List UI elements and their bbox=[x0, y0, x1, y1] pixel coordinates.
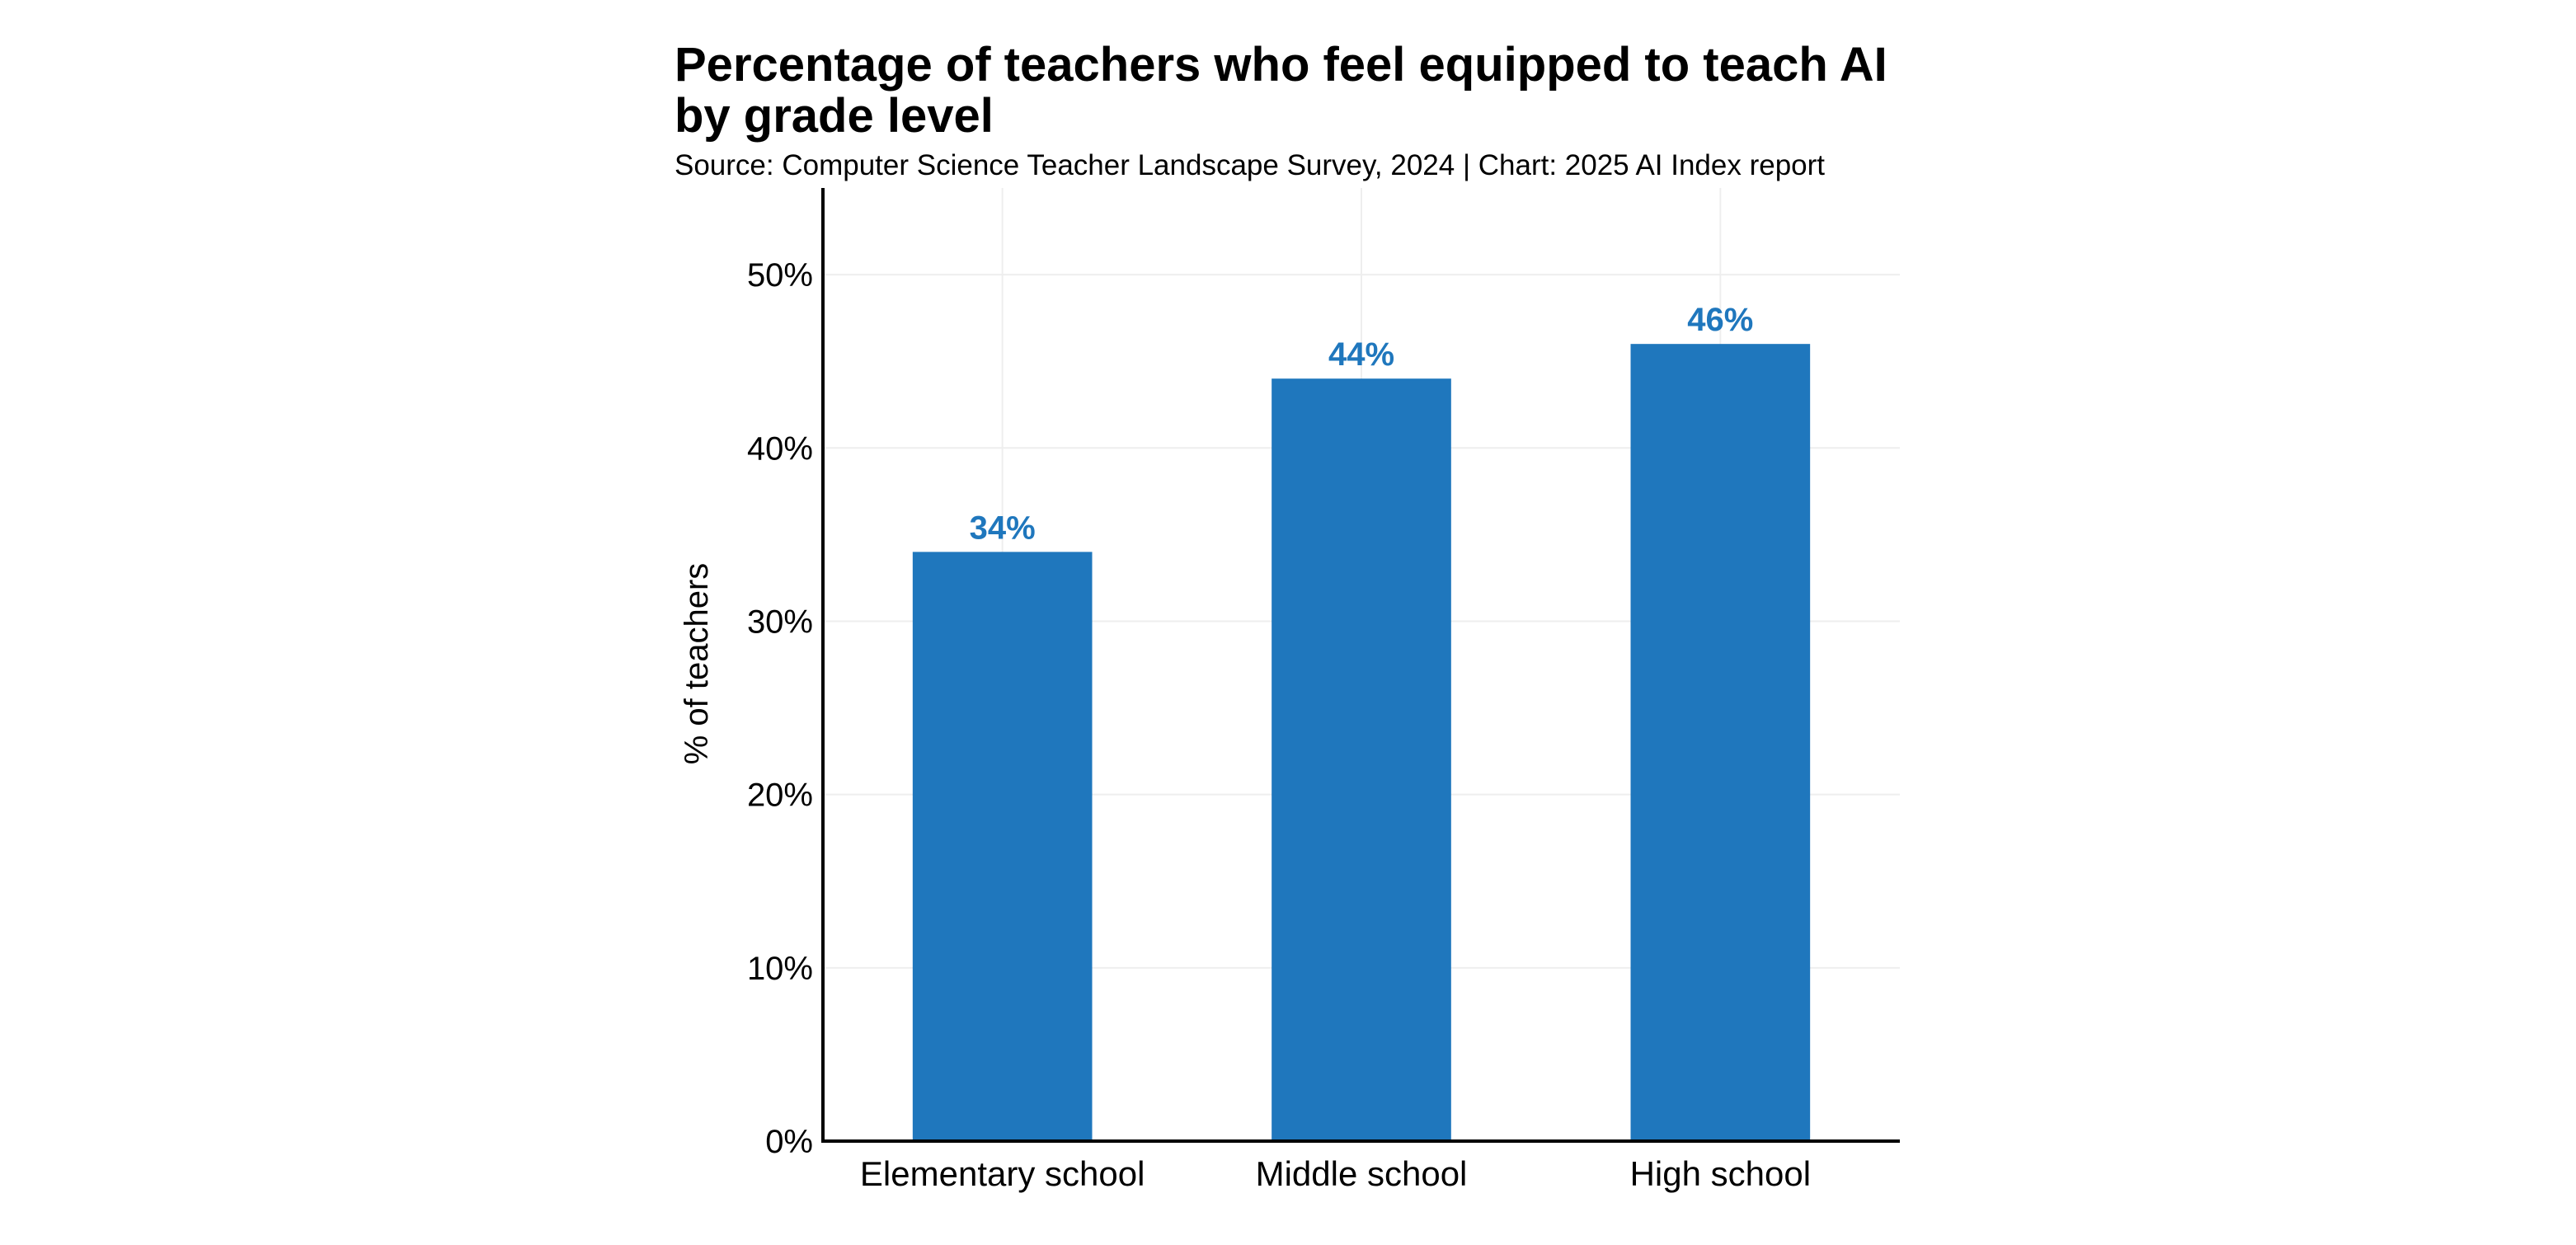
chart-title-line1: Percentage of teachers who feel equipped… bbox=[675, 38, 1887, 92]
x-tick-label: Middle school bbox=[1256, 1154, 1468, 1193]
bar-middle-school bbox=[1272, 378, 1451, 1141]
data-label: 34% bbox=[970, 510, 1036, 546]
bar-high-school bbox=[1630, 344, 1811, 1141]
chart-title-line2: by grade level bbox=[675, 89, 994, 143]
y-tick-label: 30% bbox=[747, 604, 813, 640]
labels: 0% 10% 20% 30% 40% 50% 34% Elementary school 44%… bbox=[747, 257, 1811, 1193]
y-tick-label: 0% bbox=[765, 1124, 813, 1160]
y-tick-label: 20% bbox=[747, 778, 813, 814]
data-label: 44% bbox=[1328, 336, 1394, 373]
data-label: 46% bbox=[1687, 302, 1753, 338]
x-tick-label: Elementary school bbox=[860, 1154, 1145, 1193]
bar-elementary-school bbox=[912, 552, 1093, 1141]
x-tick-label: High school bbox=[1630, 1154, 1811, 1193]
bars bbox=[912, 344, 1811, 1141]
y-tick-label: 40% bbox=[747, 430, 813, 467]
axes bbox=[821, 188, 1900, 1143]
chart-subtitle: Source: Computer Science Teacher Landsca… bbox=[675, 149, 1825, 181]
y-tick-label: 10% bbox=[747, 951, 813, 987]
y-axis-label: % of teachers bbox=[679, 563, 715, 765]
y-tick-label: 50% bbox=[747, 257, 813, 294]
